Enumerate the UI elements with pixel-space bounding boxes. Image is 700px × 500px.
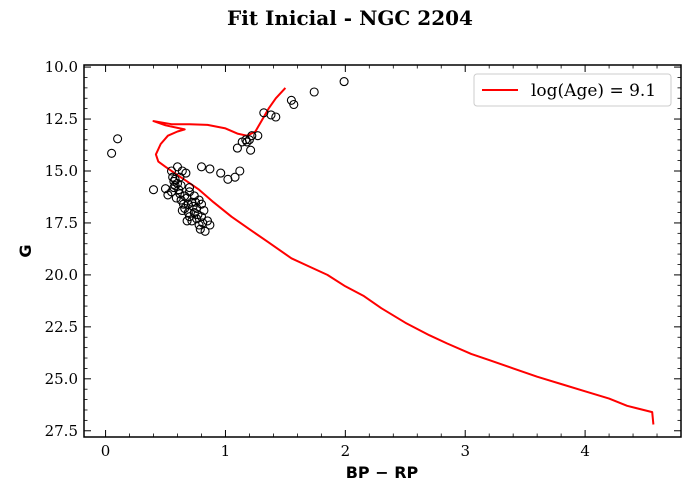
plot-axes: 0 1 2 3 4 10.0 12.5 15.0 17.5 20.0 22.5 25.0 27.5 <box>45 58 682 460</box>
star-point <box>196 212 207 222</box>
star-point <box>246 145 256 155</box>
star-point <box>195 224 205 234</box>
star-point <box>247 131 257 141</box>
star-point <box>309 87 319 97</box>
star-point <box>241 135 251 145</box>
star-point <box>183 199 193 209</box>
star-point <box>271 112 281 122</box>
y-tick-label: 20.0 <box>45 266 78 284</box>
star-point <box>180 191 190 201</box>
star-point <box>230 172 240 182</box>
legend: log(Age) = 9.1 <box>473 73 672 107</box>
plot-marks <box>107 77 655 425</box>
star-point <box>196 162 207 172</box>
star-point <box>205 164 215 174</box>
isochrone-line <box>152 87 655 425</box>
y-axis-label: G <box>16 244 35 257</box>
star-point <box>107 148 117 158</box>
star-point <box>253 131 263 141</box>
star-point <box>232 143 242 153</box>
star-point <box>235 166 245 176</box>
star-point <box>192 214 202 224</box>
star-point <box>196 199 207 209</box>
x-axis-label: BP − RP <box>346 463 419 482</box>
chart-title: Fit Inicial - NGC 2204 <box>227 6 473 30</box>
star-point <box>184 183 195 193</box>
star-point <box>113 134 123 144</box>
star-point <box>187 216 197 226</box>
x-tick-label: 1 <box>221 442 231 460</box>
y-tick-label: 10.0 <box>45 58 78 76</box>
star-point <box>216 168 226 178</box>
star-point <box>181 168 191 178</box>
x-tick-label: 2 <box>341 442 351 460</box>
y-tick-label: 27.5 <box>45 422 78 440</box>
y-tick-label: 15.0 <box>45 162 78 180</box>
y-tick-label: 17.5 <box>45 214 78 232</box>
star-point <box>289 99 299 110</box>
star-point <box>172 162 183 172</box>
plot-frame <box>83 64 682 438</box>
star-point <box>200 226 210 236</box>
legend-box <box>473 73 672 107</box>
star-point <box>266 110 276 120</box>
star-point <box>148 185 159 195</box>
x-tick-label: 3 <box>460 442 470 460</box>
legend-label: log(Age) = 9.1 <box>531 81 656 101</box>
star-point <box>176 180 186 191</box>
star-point <box>182 216 192 226</box>
star-point <box>242 137 252 147</box>
x-tick-label: 0 <box>101 442 111 460</box>
y-tick-label: 25.0 <box>45 370 78 388</box>
y-tick-label: 12.5 <box>45 110 78 128</box>
star-point <box>168 172 178 182</box>
star-point <box>171 193 181 203</box>
star-point <box>177 205 187 216</box>
star-point <box>166 166 177 176</box>
x-tick-label: 4 <box>580 442 590 460</box>
y-tick-label: 22.5 <box>45 318 78 336</box>
star-point <box>205 220 215 230</box>
star-point <box>339 77 349 87</box>
